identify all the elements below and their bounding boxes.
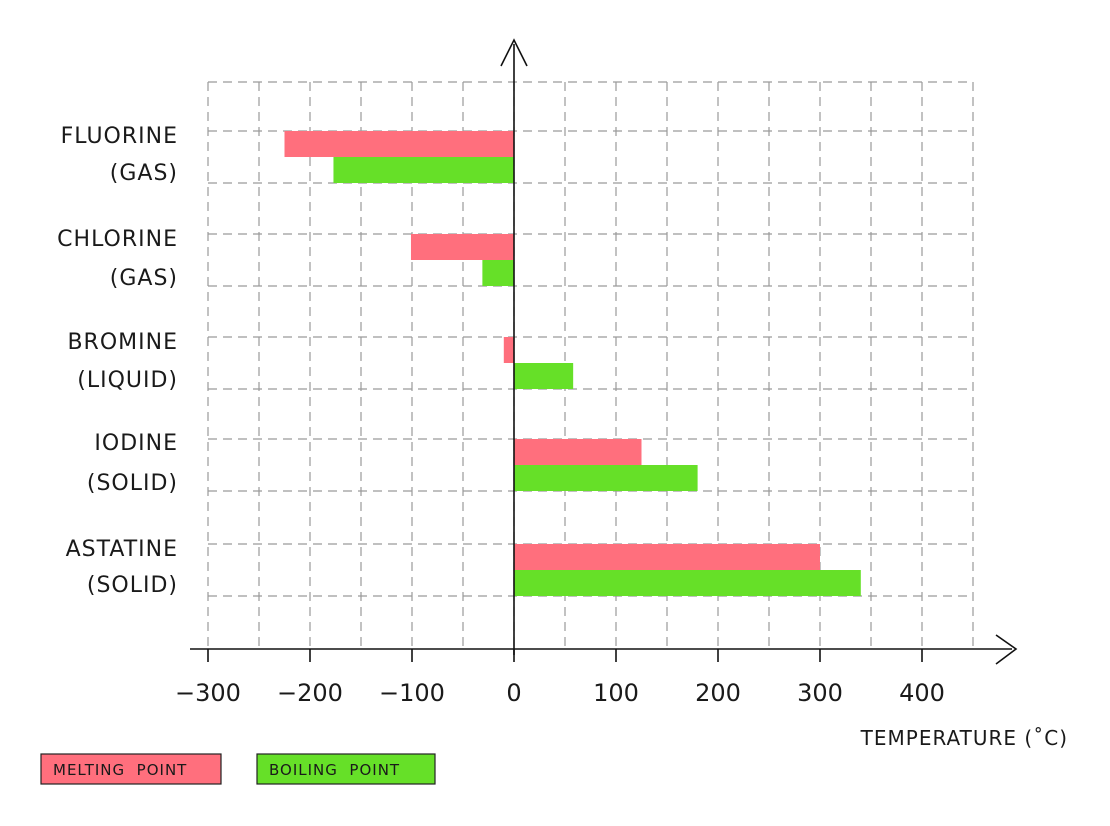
x-tick-label: 400 [899, 679, 945, 707]
x-axis-arrow-icon [995, 634, 1018, 665]
melting-point-bar-bromine [503, 337, 514, 363]
x-axis-title: TEMPERATURE (˚C) [860, 726, 1068, 750]
category-state-label: (GAS) [110, 161, 178, 186]
melting-point-bar-chlorine [410, 234, 514, 260]
legend-swatch [256, 753, 436, 785]
melting-point-bar-iodine [514, 439, 642, 465]
legend-label: BOILING POINT [269, 761, 400, 779]
category-label: CHLORINE [57, 227, 178, 252]
category-state-label: (LIQUID) [77, 368, 178, 393]
bars [284, 131, 861, 596]
category-label: FLUORINE [61, 124, 178, 149]
category-labels: FLUORINE (GAS) CHLORINE (GAS) BROMINE (LIQUID… [57, 124, 178, 598]
axes [190, 38, 1018, 665]
category-label: IODINE [94, 431, 178, 456]
x-tick-label: 300 [797, 679, 843, 707]
melting-point-bar-astatine [514, 544, 820, 570]
boiling-point-bar-bromine [514, 363, 574, 389]
y-axis-arrow-icon [500, 38, 528, 67]
category-label: ASTATINE [66, 537, 178, 562]
category-label: BROMINE [67, 330, 178, 355]
boiling-point-bar-astatine [514, 570, 861, 596]
boiling-point-bar-iodine [514, 465, 698, 491]
legend-label: MELTING POINT [53, 761, 187, 779]
legend: MELTING POINT BOILING POINT [40, 753, 436, 785]
x-tick-label: 0 [506, 679, 521, 707]
category-state-label: (SOLID) [87, 471, 178, 496]
legend-swatch [40, 753, 222, 785]
category-state-label: (GAS) [110, 266, 178, 291]
x-tick-label: 200 [695, 679, 741, 707]
x-tick-label: −200 [277, 679, 343, 707]
x-tick-labels: −300 −200 −100 0 100 200 300 400 [175, 679, 945, 707]
x-tick-label: −100 [379, 679, 445, 707]
boiling-point-bar-chlorine [482, 260, 514, 286]
x-tick-label: 100 [593, 679, 639, 707]
melting-point-bar-fluorine [284, 131, 514, 157]
category-state-label: (SOLID) [87, 573, 178, 598]
x-tick-label: −300 [175, 679, 241, 707]
boiling-point-bar-fluorine [333, 157, 514, 183]
